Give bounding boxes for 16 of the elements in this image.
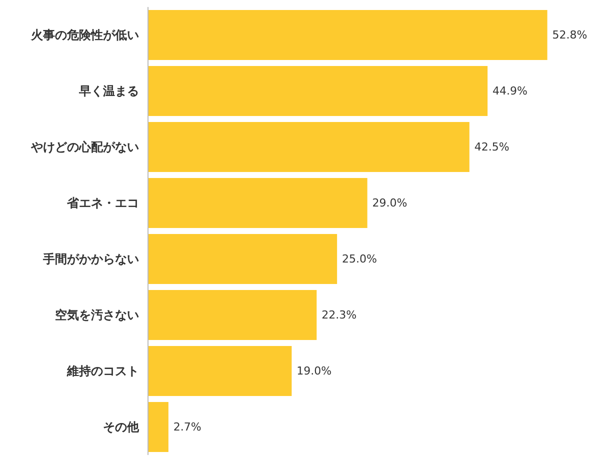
data-label: 42.5% (474, 140, 510, 154)
data-label: 2.7% (173, 420, 202, 434)
y-tick-label: その他 (103, 420, 140, 434)
y-tick-label: 火事の危険性が低い (30, 28, 139, 42)
data-label: 22.3% (322, 308, 357, 322)
data-label: 44.9% (492, 84, 528, 98)
y-tick-label: 手間がかからない (42, 252, 139, 266)
y-tick-label: 省エネ・エコ (66, 196, 139, 210)
y-tick-label: 維持のコスト (66, 364, 139, 378)
y-tick-label: やけどの心配がない (30, 140, 139, 154)
data-label: 19.0% (296, 364, 332, 378)
data-label: 29.0% (372, 196, 408, 210)
y-tick-label: 早く温まる (78, 84, 139, 98)
data-label: 25.0% (342, 252, 378, 266)
data-label: 52.8% (552, 28, 588, 42)
y-tick-label: 空気を汚さない (55, 308, 139, 322)
